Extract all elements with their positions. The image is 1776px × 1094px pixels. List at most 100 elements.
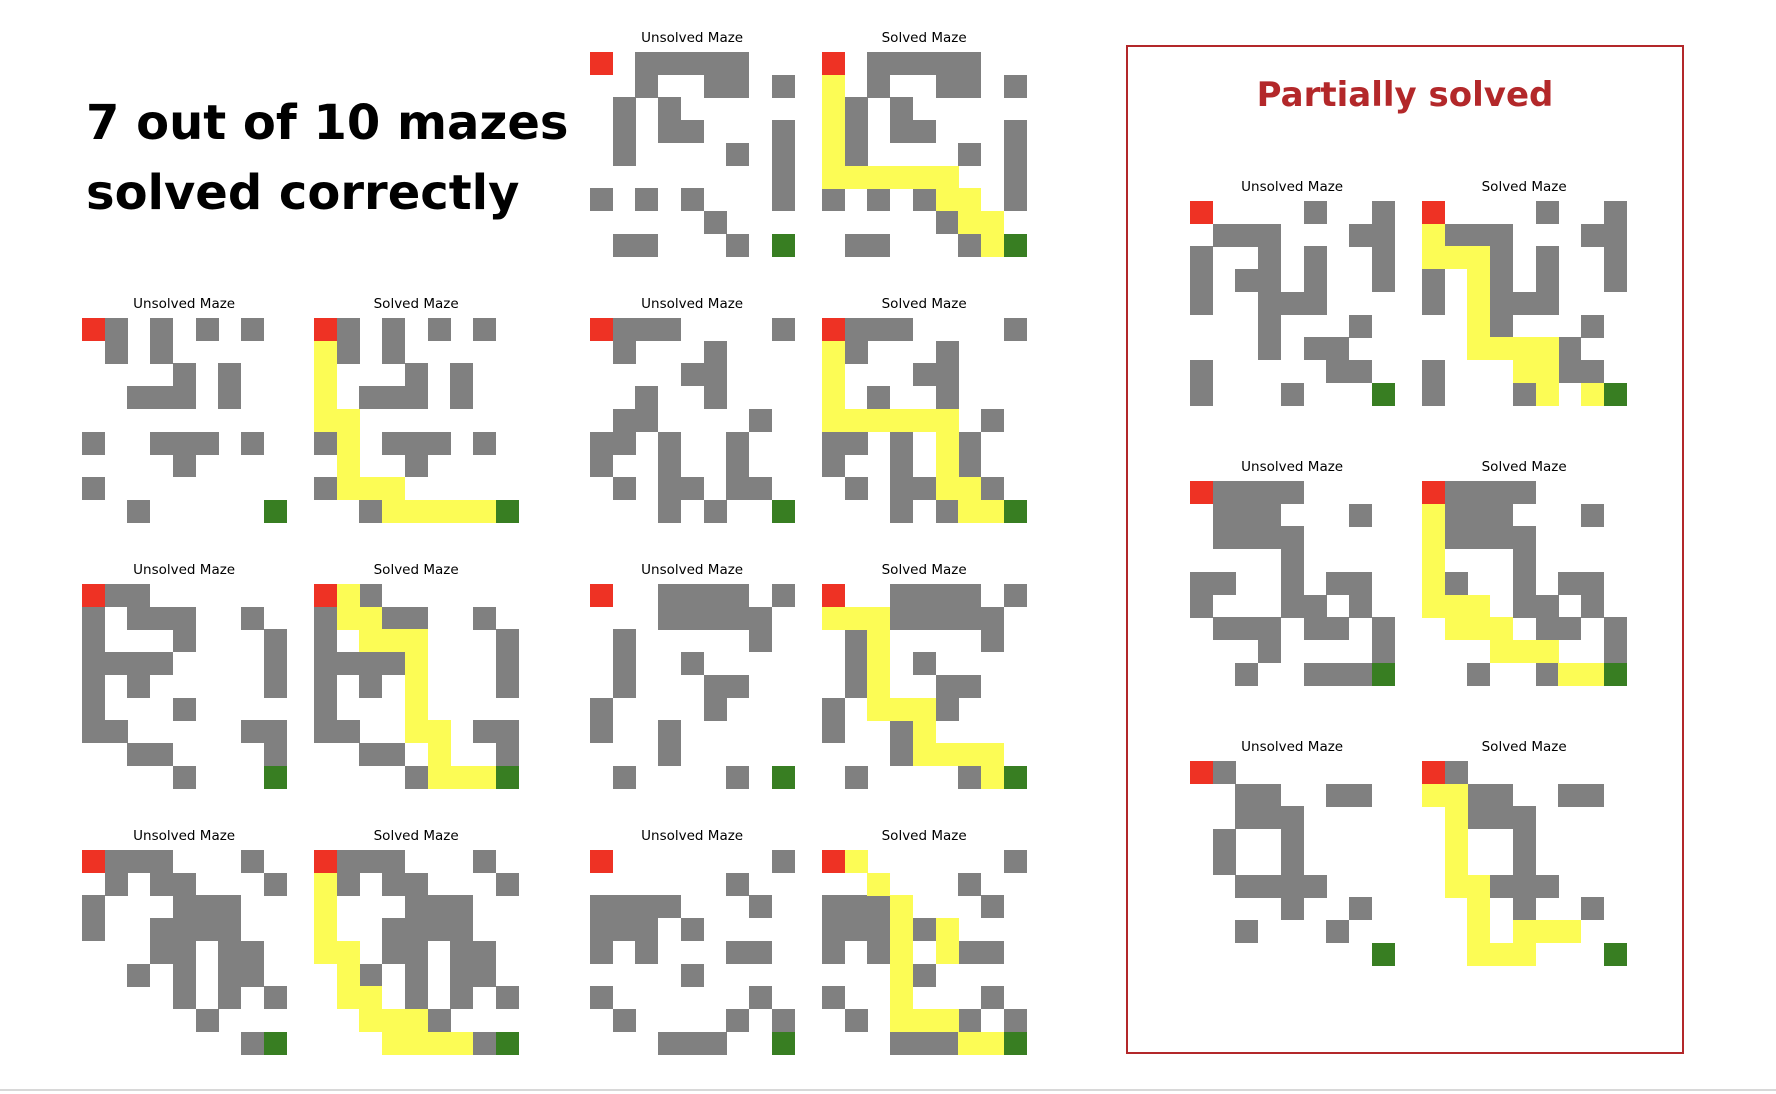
wall-cell bbox=[1490, 503, 1514, 527]
wall-cell bbox=[104, 872, 128, 896]
path-cell bbox=[314, 363, 338, 387]
wall-cell bbox=[680, 1031, 704, 1055]
path-cell bbox=[1444, 594, 1468, 618]
path-cell bbox=[1512, 919, 1536, 943]
path-cell bbox=[1422, 783, 1446, 807]
wall-cell bbox=[1190, 571, 1214, 595]
wall-cell bbox=[658, 454, 682, 478]
partially-solved-title: Partially solved bbox=[1256, 75, 1554, 115]
wall-cell bbox=[1371, 269, 1395, 293]
wall-cell bbox=[1422, 291, 1446, 315]
wall-cell bbox=[912, 120, 936, 144]
path-cell bbox=[427, 720, 451, 744]
wall-cell bbox=[1212, 851, 1236, 875]
wall-cell bbox=[867, 386, 891, 410]
wall-cell bbox=[1603, 639, 1627, 663]
wall-cell bbox=[958, 74, 982, 98]
wall-cell bbox=[1580, 314, 1604, 338]
wall-cell bbox=[635, 233, 659, 257]
wall-cell bbox=[935, 52, 959, 76]
wall-cell bbox=[726, 74, 750, 98]
wall-cell bbox=[912, 188, 936, 212]
wall-cell bbox=[82, 476, 106, 500]
wall-cell bbox=[336, 652, 360, 676]
wall-cell bbox=[1212, 761, 1236, 785]
wall-cell bbox=[1258, 481, 1282, 505]
wall-cell bbox=[1258, 783, 1282, 807]
wall-cell bbox=[771, 165, 795, 189]
wall-cell bbox=[314, 629, 338, 653]
solved-maze-label: Solved Maze bbox=[373, 296, 459, 312]
wall-cell bbox=[1512, 594, 1536, 618]
start-cell bbox=[822, 584, 846, 608]
maze-grid bbox=[590, 584, 795, 789]
wall-cell bbox=[240, 850, 264, 874]
wall-cell bbox=[1512, 382, 1536, 406]
wall-cell bbox=[336, 318, 360, 342]
wall-cell bbox=[1326, 571, 1350, 595]
wall-cell bbox=[150, 431, 174, 455]
wall-cell bbox=[703, 674, 727, 698]
path-cell bbox=[382, 1031, 406, 1055]
path-cell bbox=[1467, 291, 1491, 315]
wall-cell bbox=[612, 142, 636, 166]
wall-cell bbox=[1326, 337, 1350, 361]
wall-cell bbox=[404, 386, 428, 410]
wall-cell bbox=[404, 963, 428, 987]
wall-cell bbox=[912, 963, 936, 987]
path-cell bbox=[867, 165, 891, 189]
goal-cell bbox=[263, 765, 287, 789]
wall-cell bbox=[748, 629, 772, 653]
wall-cell bbox=[172, 872, 196, 896]
wall-cell bbox=[1467, 223, 1491, 247]
wall-cell bbox=[822, 454, 846, 478]
start-cell bbox=[1190, 201, 1214, 225]
wall-cell bbox=[890, 742, 914, 766]
wall-cell bbox=[172, 697, 196, 721]
path-cell bbox=[450, 765, 474, 789]
solved-maze-label: Solved Maze bbox=[1481, 739, 1567, 755]
wall-cell bbox=[263, 742, 287, 766]
wall-cell bbox=[1258, 874, 1282, 898]
wall-cell bbox=[612, 674, 636, 698]
wall-cell bbox=[771, 142, 795, 166]
wall-cell bbox=[658, 606, 682, 630]
wall-cell bbox=[1512, 571, 1536, 595]
wall-cell bbox=[844, 142, 868, 166]
goal-cell bbox=[1603, 942, 1627, 966]
path-cell bbox=[336, 940, 360, 964]
wall-cell bbox=[359, 652, 383, 676]
wall-cell bbox=[980, 940, 1004, 964]
goal-cell bbox=[495, 1031, 519, 1055]
path-cell bbox=[404, 652, 428, 676]
path-cell bbox=[890, 963, 914, 987]
wall-cell bbox=[1490, 246, 1514, 270]
wall-cell bbox=[703, 52, 727, 76]
wall-cell bbox=[1235, 662, 1259, 686]
solved-maze-label: Solved Maze bbox=[1481, 179, 1567, 195]
wall-cell bbox=[612, 233, 636, 257]
wall-cell bbox=[1467, 526, 1491, 550]
start-cell bbox=[590, 52, 614, 76]
wall-cell bbox=[912, 918, 936, 942]
wall-cell bbox=[1258, 291, 1282, 315]
wall-cell bbox=[240, 963, 264, 987]
wall-cell bbox=[635, 408, 659, 432]
wall-cell bbox=[867, 74, 891, 98]
wall-cell bbox=[359, 963, 383, 987]
wall-cell bbox=[1003, 850, 1027, 874]
wall-cell bbox=[1303, 269, 1327, 293]
wall-cell bbox=[726, 606, 750, 630]
path-cell bbox=[1535, 919, 1559, 943]
wall-cell bbox=[472, 431, 496, 455]
wall-cell bbox=[1235, 223, 1259, 247]
wall-cell bbox=[450, 918, 474, 942]
wall-cell bbox=[635, 318, 659, 342]
start-cell bbox=[822, 850, 846, 874]
wall-cell bbox=[127, 963, 151, 987]
wall-cell bbox=[867, 233, 891, 257]
path-cell bbox=[404, 1008, 428, 1032]
wall-cell bbox=[1467, 503, 1491, 527]
wall-cell bbox=[1580, 359, 1604, 383]
wall-cell bbox=[935, 363, 959, 387]
